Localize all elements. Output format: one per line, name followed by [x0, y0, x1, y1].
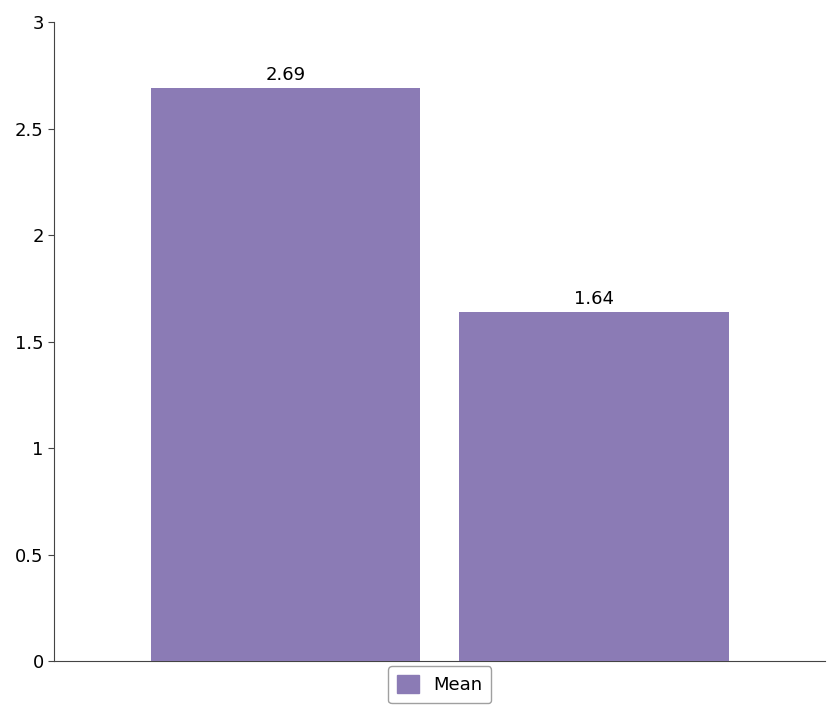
Text: 1.64: 1.64: [574, 289, 614, 308]
Bar: [459, 312, 728, 661]
Text: 2.69: 2.69: [265, 66, 306, 84]
Legend: Mean: Mean: [388, 666, 491, 703]
Bar: [150, 88, 420, 661]
